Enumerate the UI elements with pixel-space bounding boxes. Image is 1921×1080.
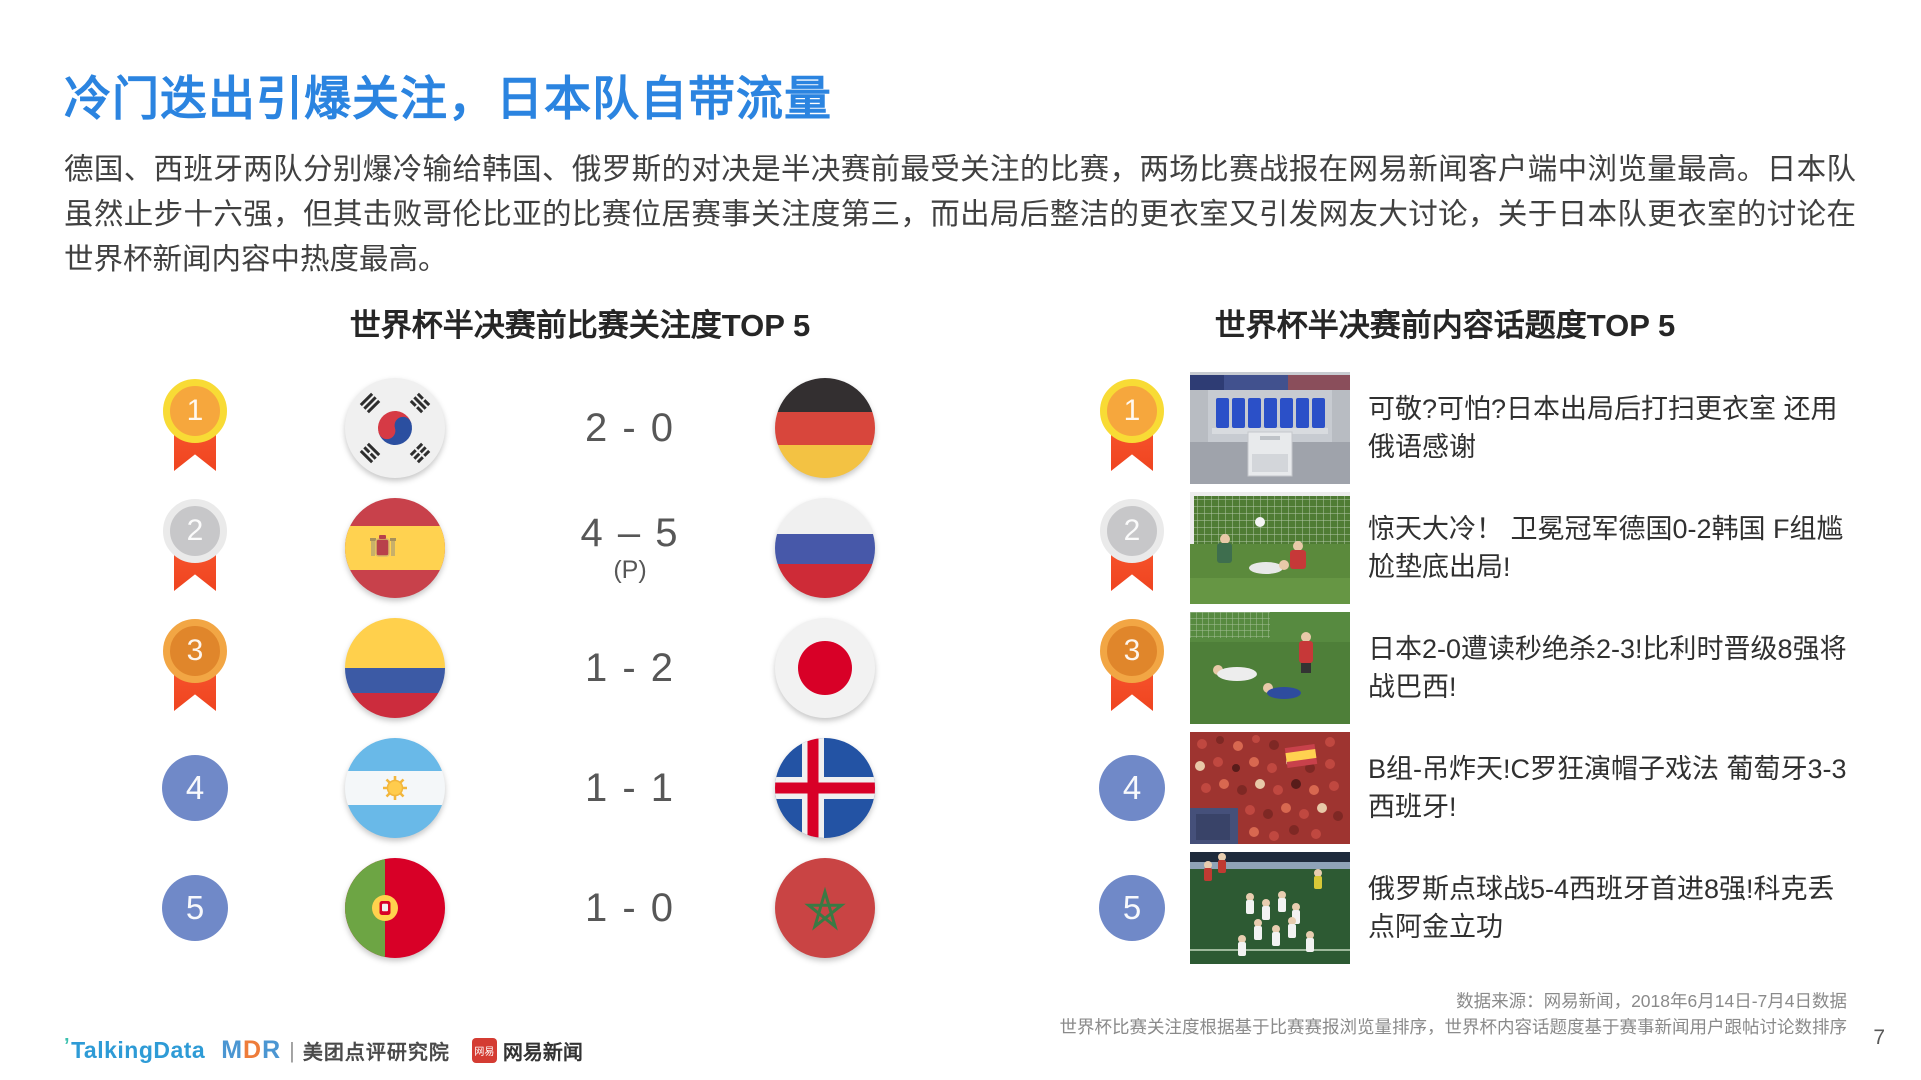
bronze-medal-icon: 3 <box>163 619 227 717</box>
list-item: 1 <box>1100 368 1890 488</box>
mdr-logo: MDR <box>221 1036 282 1064</box>
topic-title: 惊天大冷！ 卫冕冠军德国0-2韩国 F组尴尬垫底出局! <box>1368 513 1844 582</box>
source-line-2: 世界杯比赛关注度根据基于比赛赛报浏览量排序，世界杯内容话题度基于赛事新闻用户跟帖… <box>1059 1017 1848 1038</box>
japan-belgium-match-photo <box>1190 612 1350 724</box>
rank-number: 3 <box>163 619 227 683</box>
match-score: 1 - 0 <box>584 885 676 930</box>
table-row: 2 <box>130 488 920 608</box>
rank-circle: 4 <box>1099 755 1165 821</box>
left-panel-header: 世界杯半决赛前比赛关注度TOP 5 <box>349 308 811 343</box>
page-number: 7 <box>1873 1026 1885 1049</box>
table-row: 5 1 - 0 <box>130 848 920 968</box>
source-line-1: 数据来源：网易新闻，2018年6月14日-7月4日数据 <box>1456 991 1847 1011</box>
match-ranking-list: 1 <box>130 368 920 968</box>
content-topic-list: 1 <box>1099 368 1890 968</box>
list-item: 3 <box>1100 608 1890 728</box>
rank-number: 1 <box>1100 379 1164 443</box>
iceland-flag-icon <box>775 738 875 838</box>
meituan-dianping-institute-logo: 美团点评研究院 <box>302 1042 450 1064</box>
footer-logos: ’ TalkingData MDR | 美团点评研究院 网易 网易新闻 <box>64 1036 583 1065</box>
talkingdata-tick-icon: ’ <box>64 1035 71 1057</box>
talkingdata-logo: ’ TalkingData <box>64 1035 206 1063</box>
rank-circle: 5 <box>162 875 228 941</box>
table-row: 4 <box>130 728 920 848</box>
topic-title: 俄罗斯点球战5-4西班牙首进8强!科克丢点阿金立功 <box>1368 873 1835 942</box>
match-score: 2 - 0 <box>584 405 676 450</box>
match-score: 4 – 5 (P) <box>580 511 680 584</box>
morocco-flag-icon <box>775 858 875 958</box>
rank-number: 2 <box>163 499 227 563</box>
colombia-flag-icon <box>345 618 445 718</box>
germany-flag-icon <box>775 378 875 478</box>
rank-number: 3 <box>1100 619 1164 683</box>
topic-title: 可敬?可怕?日本出局后打扫更衣室 还用俄语感谢 <box>1368 393 1838 462</box>
russia-flag-icon <box>775 498 875 598</box>
data-source-note: 数据来源：网易新闻，2018年6月14日-7月4日数据 世界杯比赛关注度根据基于… <box>1060 988 1848 1041</box>
netease-news-logo: 网易 网易新闻 <box>471 1036 583 1065</box>
right-panel-header: 世界杯半决赛前内容话题度TOP 5 <box>1214 308 1676 343</box>
germany-korea-goal-photo <box>1190 492 1350 604</box>
table-row: 3 1 - 2 <box>130 608 920 728</box>
netease-badge-icon: 网易 <box>471 1038 497 1063</box>
rank-circle: 4 <box>162 755 228 821</box>
spain-flag-icon <box>345 498 445 598</box>
rank-number: 1 <box>163 379 227 443</box>
portugal-spain-fans-photo <box>1190 732 1350 844</box>
match-score: 1 - 2 <box>584 645 676 690</box>
penalty-note: (P) <box>613 556 647 584</box>
list-item: 5 <box>1099 848 1890 968</box>
south-korea-flag-icon <box>345 378 445 478</box>
topic-title: B组-吊炸天!C罗狂演帽子戏法 葡萄牙3-3西班牙! <box>1368 753 1847 822</box>
summary-paragraph: 德国、西班牙两队分别爆冷输给韩国、俄罗斯的对决是半决赛前最受关注的比赛，两场比赛… <box>64 153 1856 276</box>
silver-medal-icon: 2 <box>163 499 227 597</box>
bronze-medal-icon: 3 <box>1100 619 1164 717</box>
argentina-flag-icon <box>345 738 445 838</box>
page-title: 冷门迭出引爆关注，日本队自带流量 <box>64 72 832 125</box>
silver-medal-icon: 2 <box>1100 499 1164 597</box>
table-row: 1 <box>130 368 920 488</box>
gold-medal-icon: 1 <box>1100 379 1164 477</box>
japan-flag-icon <box>775 618 875 718</box>
gold-medal-icon: 1 <box>163 379 227 477</box>
rank-circle: 5 <box>1099 875 1165 941</box>
portugal-flag-icon <box>345 858 445 958</box>
logo-divider: | <box>289 1037 295 1063</box>
list-item: 2 <box>1100 488 1890 608</box>
japan-locker-room-photo <box>1190 372 1350 484</box>
match-score: 1 - 1 <box>584 765 676 810</box>
topic-title: 日本2-0遭读秒绝杀2-3!比利时晋级8强将战巴西! <box>1368 633 1847 702</box>
list-item: 4 <box>1099 728 1890 848</box>
rank-number: 2 <box>1100 499 1164 563</box>
russia-celebration-photo <box>1190 852 1350 964</box>
